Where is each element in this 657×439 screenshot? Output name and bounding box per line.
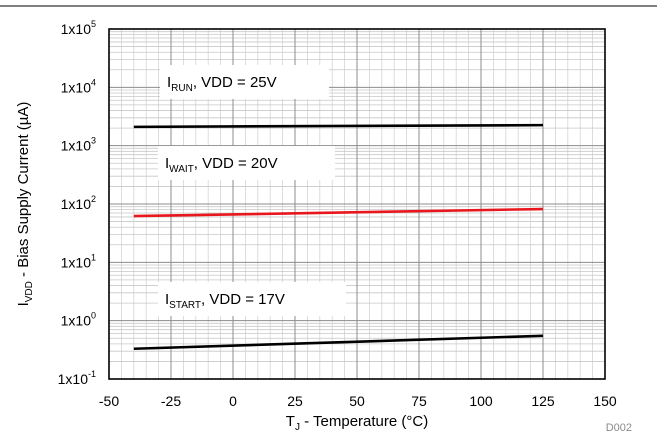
x-tick-label: 125 xyxy=(531,393,555,409)
y-axis-title: IVDD - Bias Supply Current (µA) xyxy=(15,102,35,307)
y-tick-label: 1x10-1 xyxy=(58,369,96,387)
series-layer xyxy=(133,123,544,351)
annotation-start: ISTART, VDD = 17V xyxy=(158,282,346,316)
x-tick-label: 150 xyxy=(593,393,617,409)
y-tick-labels: 1x10-1 1x100 1x101 1x102 1x103 1x104 1x105 xyxy=(58,19,96,387)
x-tick-labels: -50 -25 0 25 50 75 100 125 150 xyxy=(99,393,617,409)
x-tick-label: 0 xyxy=(229,393,237,409)
x-tick-label: 100 xyxy=(469,393,493,409)
annotation-box xyxy=(160,65,329,99)
plot-frame xyxy=(108,28,606,380)
x-tick-label: -50 xyxy=(99,393,119,409)
y-tick-label: 1x100 xyxy=(61,311,96,329)
annotation-layer: IRUN, VDD = 25V IWAIT, VDD = 20V ISTART, V… xyxy=(158,65,346,316)
annotation-label: IWAIT, VDD = 20V xyxy=(165,155,278,175)
annotation-box xyxy=(158,282,346,316)
figure-id: D002 xyxy=(606,422,632,434)
x-tick-label: 50 xyxy=(349,393,365,409)
x-axis-title: TJ - Temperature (°C) xyxy=(286,413,428,433)
y-tick-label: 1x101 xyxy=(61,252,96,270)
annotation-run: IRUN, VDD = 25V xyxy=(160,65,329,99)
x-tick-label: 25 xyxy=(287,393,303,409)
annotation-label: ISTART, VDD = 17V xyxy=(165,291,285,311)
series-line-run xyxy=(133,123,544,129)
series-line-wait xyxy=(133,207,544,218)
annotation-wait: IWAIT, VDD = 20V xyxy=(158,146,335,180)
y-tick-label: 1x105 xyxy=(61,19,96,37)
y-tick-label: 1x102 xyxy=(61,194,96,212)
series-line-start xyxy=(133,334,544,351)
annotation-box xyxy=(158,146,335,180)
x-tick-label: 75 xyxy=(411,393,427,409)
x-tick-label: -25 xyxy=(161,393,181,409)
annotation-label: IRUN, VDD = 25V xyxy=(167,74,277,94)
y-tick-label: 1x104 xyxy=(61,77,96,95)
y-tick-label: 1x103 xyxy=(61,136,96,154)
